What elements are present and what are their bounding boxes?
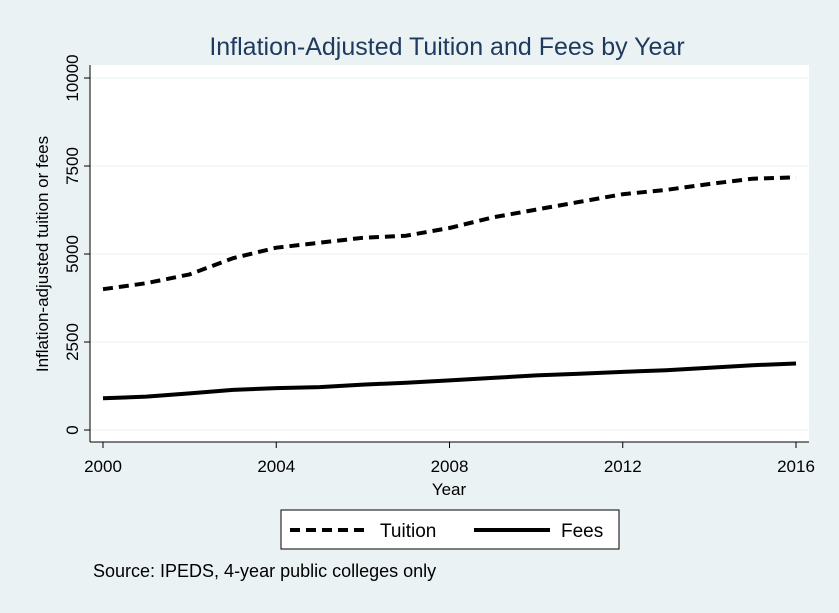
y-tick-label: 0 xyxy=(63,425,82,434)
legend-box xyxy=(280,509,620,550)
y-axis-label: Inflation-adjusted tuition or fees xyxy=(33,136,52,372)
series-lines xyxy=(102,175,797,401)
legend: Tuition Fees xyxy=(280,509,620,550)
x-tick-label: 2000 xyxy=(84,457,122,476)
data-point-fees xyxy=(362,384,363,385)
data-point-fees xyxy=(666,370,667,371)
data-point-tuition xyxy=(146,283,147,284)
series-line-tuition xyxy=(102,175,797,292)
data-point-fees xyxy=(709,367,710,368)
data-point-tuition xyxy=(622,194,623,195)
series-line-fees xyxy=(102,361,797,401)
data-point-fees xyxy=(189,393,190,394)
data-point-fees xyxy=(406,382,407,383)
data-point-tuition xyxy=(449,227,450,228)
data-point-tuition xyxy=(752,178,753,179)
gridlines xyxy=(90,77,809,431)
y-tick-label: 5000 xyxy=(63,235,82,273)
axes: 0 2500 5000 7500 10000 2000 2004 2008 2012 2016 xyxy=(63,54,815,476)
x-tick-label: 2016 xyxy=(777,457,815,476)
data-point-tuition xyxy=(276,247,277,248)
x-tick-label: 2012 xyxy=(604,457,642,476)
legend-tuition-label: Tuition xyxy=(380,521,436,542)
data-point-tuition xyxy=(796,177,797,178)
data-point-fees xyxy=(796,363,797,364)
data-point-fees xyxy=(579,373,580,374)
data-point-fees xyxy=(146,396,147,397)
data-point-tuition xyxy=(319,242,320,243)
data-point-fees xyxy=(319,387,320,388)
chart-title: Inflation-Adjusted Tuition and Fees by Y… xyxy=(209,33,684,61)
data-point-tuition xyxy=(103,289,104,290)
data-point-tuition xyxy=(579,201,580,202)
y-tick-label: 10000 xyxy=(63,54,82,101)
legend-fees-label: Fees xyxy=(561,521,603,542)
data-point-tuition xyxy=(536,209,537,210)
data-point-tuition xyxy=(406,235,407,236)
x-tick-label: 2008 xyxy=(431,457,469,476)
data-point-tuition xyxy=(189,274,190,275)
y-tick-label: 7500 xyxy=(63,147,82,185)
source-note: Source: IPEDS, 4-year public colleges on… xyxy=(93,561,436,581)
data-point-fees xyxy=(622,371,623,372)
y-tick-label: 2500 xyxy=(63,323,82,361)
data-point-fees xyxy=(103,398,104,399)
data-point-tuition xyxy=(232,258,233,259)
data-point-fees xyxy=(232,389,233,390)
data-point-fees xyxy=(449,380,450,381)
data-point-tuition xyxy=(709,183,710,184)
data-point-fees xyxy=(276,388,277,389)
data-point-tuition xyxy=(666,189,667,190)
x-axis-label: Year xyxy=(432,480,467,499)
data-point-fees xyxy=(536,375,537,376)
data-point-tuition xyxy=(362,237,363,238)
data-point-fees xyxy=(752,365,753,366)
data-point-tuition xyxy=(492,217,493,218)
x-tick-label: 2004 xyxy=(257,457,295,476)
data-point-fees xyxy=(492,377,493,378)
